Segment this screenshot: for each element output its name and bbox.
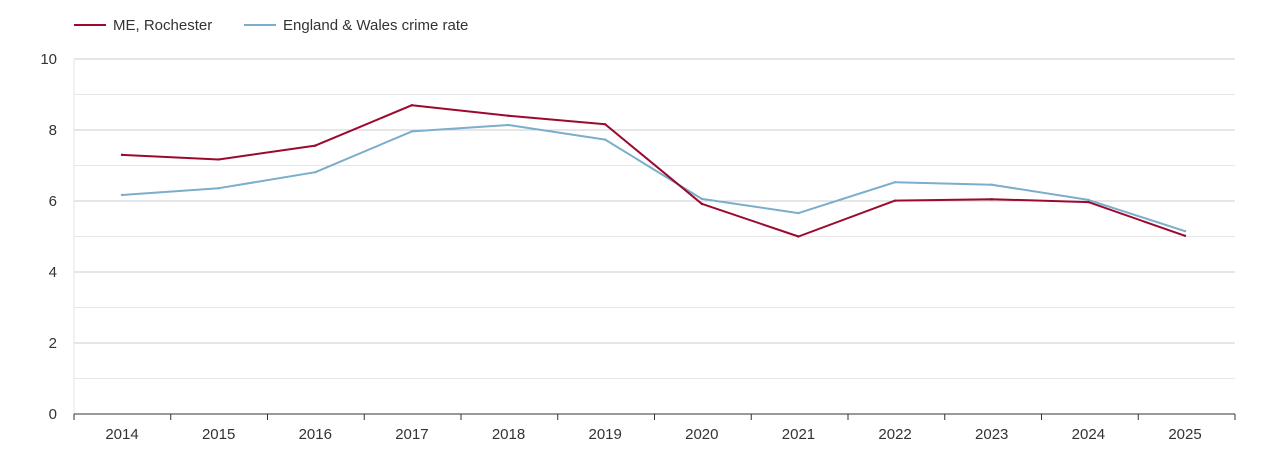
data-point <box>1087 200 1090 204</box>
y-tick-label: 8 <box>49 122 57 139</box>
x-tick-label: 2020 <box>685 426 718 443</box>
data-point <box>603 138 607 141</box>
y-tick-label: 6 <box>49 193 57 210</box>
data-point <box>990 198 993 201</box>
y-tick-label: 4 <box>49 264 57 281</box>
data-point <box>410 103 414 107</box>
data-point <box>603 123 607 126</box>
x-tick-label: 2014 <box>105 426 138 443</box>
legend-label-2: England & Wales crime rate <box>283 17 468 34</box>
data-point <box>1183 229 1187 233</box>
data-point <box>893 180 897 184</box>
x-tick-label: 2022 <box>878 426 911 443</box>
data-point <box>797 235 800 238</box>
legend: ME, Rochester England & Wales crime rate <box>74 17 468 34</box>
x-tick-label: 2016 <box>299 426 332 443</box>
x-axis: 2014 2015 2016 2017 2018 2019 2020 2021 2022 2023… <box>73 413 1236 443</box>
x-tick-label: 2023 <box>975 426 1008 443</box>
data-point <box>120 153 124 157</box>
data-point <box>217 158 220 161</box>
data-point <box>1087 198 1090 202</box>
x-tick-label: 2025 <box>1168 426 1201 443</box>
data-point <box>797 211 800 215</box>
x-tick-label: 2021 <box>782 426 815 443</box>
data-point <box>990 183 993 186</box>
x-tick-label: 2017 <box>395 426 428 443</box>
data-point <box>217 187 220 190</box>
legend-label-1: ME, Rochester <box>113 17 212 34</box>
series-lines <box>120 103 1187 238</box>
x-tick-label: 2018 <box>492 426 525 443</box>
data-point <box>120 193 124 197</box>
y-axis: 0 2 4 6 8 10 <box>40 51 75 423</box>
data-point <box>314 171 317 174</box>
x-tick-label: 2015 <box>202 426 235 443</box>
x-tick-label: 2019 <box>588 426 621 443</box>
data-point <box>893 199 897 202</box>
data-point <box>700 197 704 201</box>
x-tick-label: 2024 <box>1072 426 1105 443</box>
grid-lines <box>74 58 1235 379</box>
y-tick-label: 0 <box>49 406 57 423</box>
data-point <box>700 202 704 206</box>
series-line-1 <box>121 104 1186 238</box>
data-point <box>507 123 510 127</box>
data-point <box>410 130 414 133</box>
y-tick-label: 10 <box>40 51 57 68</box>
data-point <box>1183 234 1187 237</box>
y-tick-label: 2 <box>49 335 57 352</box>
data-point <box>314 144 317 147</box>
data-point <box>507 114 510 118</box>
series-line-2 <box>121 124 1186 233</box>
